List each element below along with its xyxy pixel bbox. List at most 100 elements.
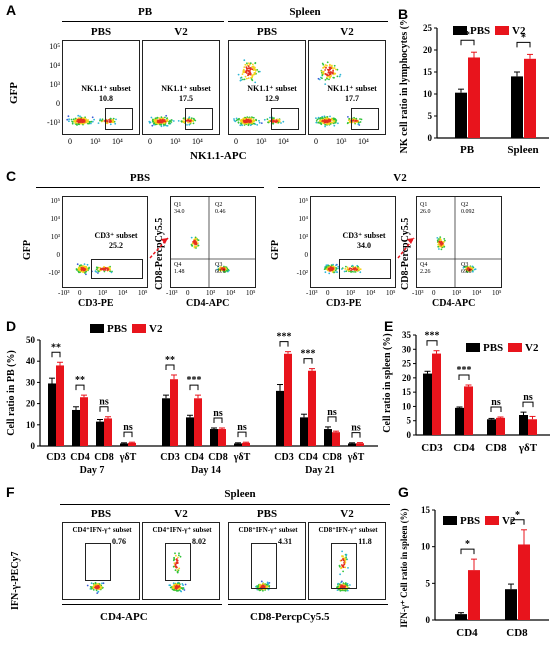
panel-c-event-dot bbox=[84, 268, 87, 271]
panel-a-event-dot bbox=[165, 124, 168, 127]
panel-f-event-dot bbox=[346, 589, 349, 592]
panel-a-event-dot bbox=[164, 116, 166, 119]
panel-a-event-dot bbox=[278, 119, 281, 121]
chart-g-bar bbox=[518, 544, 530, 620]
chart-d-sig-bracket bbox=[279, 341, 289, 347]
panel-a-event-dot bbox=[329, 123, 332, 125]
panel-f-event-dot bbox=[344, 558, 346, 560]
panel-f-event-dot bbox=[268, 585, 271, 588]
panel-a-event-dot bbox=[332, 69, 334, 72]
chart-b-sig-label: * bbox=[465, 30, 470, 41]
chart-e-ylabel: Cell ratio in spleen (%) bbox=[382, 333, 393, 432]
panel-c-quad-label: Q1 bbox=[420, 202, 428, 208]
panel-a-event-dot bbox=[333, 67, 336, 69]
panel-a-event-dot bbox=[251, 79, 254, 82]
chart-g-bar bbox=[455, 614, 467, 620]
panel-f-flow-density bbox=[168, 552, 187, 593]
panel-a-event-dot bbox=[74, 122, 77, 124]
panel-c-event-dot bbox=[216, 268, 219, 271]
panel-f-event-dot bbox=[177, 583, 180, 586]
chart-d-bar bbox=[234, 443, 242, 446]
panel-a-event-dot bbox=[191, 119, 194, 122]
panel-f-flow-plot: CD4⁺IFN-γ⁺ subset 8.02 bbox=[142, 522, 220, 600]
panel-a-event-dot bbox=[86, 120, 89, 123]
chart-e-ytick-label: 0 bbox=[407, 430, 412, 440]
panel-a-event-dot bbox=[71, 121, 74, 123]
panel-a-event-dot bbox=[333, 76, 335, 79]
panel-f-event-dot bbox=[176, 570, 179, 573]
panel-c-event-dot bbox=[218, 267, 221, 270]
panel-a-event-dot bbox=[242, 68, 245, 71]
panel-a-gate-label: NK1.1⁺ subset bbox=[81, 84, 131, 93]
panel-c-event-dot bbox=[326, 268, 328, 270]
chart-g-legend-label: PBS bbox=[460, 515, 480, 527]
panel-c-event-dot bbox=[357, 267, 360, 269]
panel-a-event-dot bbox=[326, 73, 328, 76]
panel-c-xlabel: CD4-APC bbox=[186, 298, 230, 309]
chart-d-bar bbox=[300, 417, 308, 446]
panel-c-event-dot bbox=[195, 237, 198, 240]
chart-e: 0 5 10 15 20 25 30 35 Cell ratio in spleen (%) PB… bbox=[382, 330, 550, 454]
panel-a-event-dot bbox=[333, 64, 336, 67]
panel-a-event-dot bbox=[164, 120, 167, 123]
panel-e-letter: E bbox=[384, 318, 394, 334]
panel-c-event-dot bbox=[76, 263, 79, 266]
panel-a-event-dot bbox=[152, 120, 154, 123]
panel-f-event-dot bbox=[343, 589, 345, 592]
panel-a-gate-label: NK1.1⁺ subset bbox=[327, 84, 377, 93]
panel-a-gate bbox=[351, 108, 379, 130]
panel-c-quad-label: Q3 bbox=[461, 262, 469, 268]
panel-a-event-dot bbox=[252, 65, 255, 68]
panel-c-flow-plot: Q1 26.0 Q2 0.092 Q4 2.26 Q3 69.6 bbox=[416, 196, 502, 288]
chart-d-bar bbox=[324, 429, 332, 446]
panel-c-quad-label: 0.092 bbox=[461, 209, 475, 215]
chart-d-bar bbox=[56, 365, 64, 446]
panel-c-event-dot bbox=[332, 267, 335, 270]
panel-c-event-dot bbox=[108, 269, 111, 271]
panel-c-xtick: -10³ bbox=[58, 289, 70, 297]
panel-f-event-dot bbox=[341, 550, 343, 553]
chart-d-sig-label: ns bbox=[351, 423, 361, 434]
panel-f-event-dot bbox=[346, 584, 348, 587]
panel-a-event-dot bbox=[192, 117, 195, 120]
panel-a-event-dot bbox=[315, 120, 318, 122]
chart-d-day-label: Day 7 bbox=[80, 465, 105, 476]
panel-a-event-dot bbox=[156, 117, 159, 119]
panel-a-event-dot bbox=[329, 118, 331, 121]
chart-d-sig-label: ns bbox=[123, 422, 133, 433]
panel-c-xtick: 0 bbox=[78, 289, 82, 297]
panel-a-event-dot bbox=[273, 118, 276, 121]
panel-a-event-dot bbox=[248, 62, 250, 65]
panel-c-event-dot bbox=[467, 266, 469, 269]
panel-f-event-dot bbox=[339, 589, 342, 592]
chart-d-bar bbox=[194, 398, 202, 446]
panel-c-event-dot bbox=[96, 266, 99, 269]
chart-g-sig-label: * bbox=[515, 510, 520, 521]
panel-a-event-dot bbox=[245, 70, 248, 72]
chart-d-bar bbox=[170, 379, 178, 446]
panel-a-gate-label: NK1.1⁺ subset bbox=[161, 84, 211, 93]
panel-f-event-dot bbox=[342, 559, 345, 562]
panel-f-plot-title: V2 bbox=[340, 508, 354, 520]
chart-g: 0 5 10 15 IFN-γ⁺ Cell ratio in spleen (%) PBS… bbox=[399, 505, 549, 639]
panel-a-event-dot bbox=[329, 68, 332, 71]
chart-d-bar bbox=[104, 418, 112, 446]
panel-c-event-dot bbox=[472, 270, 474, 273]
panel-a-event-dot bbox=[93, 118, 95, 121]
chart-b-sig-label: * bbox=[521, 32, 526, 43]
panel-a-event-dot bbox=[249, 62, 252, 65]
chart-d-bar bbox=[284, 353, 292, 446]
chart-b-ylabel: NK cell ratio in lymphocytes (%) bbox=[399, 20, 410, 153]
panel-a-event-dot bbox=[156, 122, 159, 125]
panel-a-event-dot bbox=[317, 121, 320, 124]
chart-b-xtick-label: PB bbox=[460, 144, 475, 156]
panel-c-xlabel: CD4-APC bbox=[432, 298, 476, 309]
panel-a-event-dot bbox=[331, 121, 334, 124]
chart-d-day-label: Day 14 bbox=[191, 465, 221, 476]
panel-a-event-dot bbox=[327, 123, 330, 125]
chart-e-bar bbox=[496, 417, 505, 435]
chart-d-bar bbox=[80, 397, 88, 446]
panel-a-event-dot bbox=[321, 77, 323, 80]
panel-a-flow-density bbox=[148, 114, 197, 128]
panel-c-quad-label: 0.46 bbox=[215, 209, 226, 215]
